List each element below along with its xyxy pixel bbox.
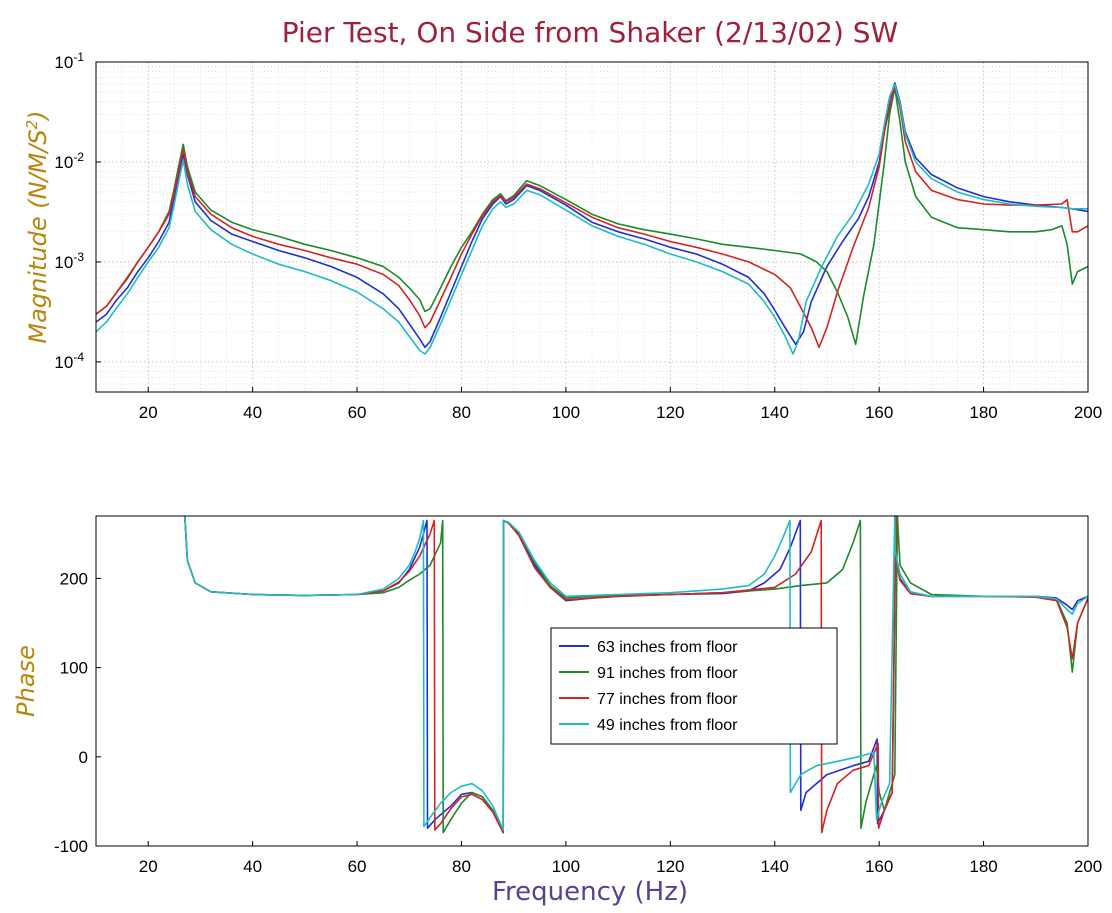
y-tick-label: 10-1: [54, 50, 84, 72]
y-tick-label: 200: [60, 569, 88, 588]
x-tick-label: 80: [452, 403, 471, 422]
x-tick-label: 100: [552, 857, 580, 876]
y-tick-label: 100: [60, 659, 88, 678]
magnitude-x-ticks: 20 40 60 80 100 120 140 160 180 200: [139, 387, 1102, 422]
series-line-2: [184, 515, 1089, 834]
figure-title: Pier Test, On Side from Shaker (2/13/02)…: [282, 16, 899, 49]
y-tick-label: 0: [79, 748, 88, 767]
x-tick-label: 60: [348, 403, 367, 422]
x-tick-label: 40: [243, 403, 262, 422]
x-tick-label: 180: [969, 857, 997, 876]
magnitude-grid: [95, 62, 1089, 393]
series-line-3: [184, 515, 1089, 834]
legend: 63 inches from floor 91 inches from floor…: [550, 627, 838, 745]
x-tick-label: 120: [656, 403, 684, 422]
x-tick-label: 120: [656, 857, 684, 876]
magnitude-axes-frame: [95, 61, 1089, 393]
magnitude-panel: 20 40 60 80 100 120 140 160 180 200 10-410-310-21…: [23, 50, 1102, 422]
magnitude-y-ticks: 10-4 10-3 10-2 10-1: [54, 50, 101, 372]
legend-entry: 63 inches from floor: [597, 639, 738, 656]
series-line-3: [95, 84, 1089, 349]
x-tick-label: 200: [1074, 857, 1102, 876]
series-line-4: [184, 515, 1089, 831]
legend-entry: 49 inches from floor: [597, 717, 738, 734]
y-tick-label: 10-4: [54, 350, 84, 372]
legend-box: [550, 627, 838, 745]
phase-axes-frame: [95, 515, 1089, 847]
x-tick-label: 140: [761, 857, 789, 876]
x-tick-label: 180: [969, 403, 997, 422]
phase-series: [184, 515, 1089, 834]
x-tick-label: 20: [139, 403, 158, 422]
x-tick-label: 100: [552, 403, 580, 422]
y-tick-label: -100: [54, 837, 88, 856]
y-tick-label: 10-2: [54, 150, 84, 172]
legend-entry: 77 inches from floor: [597, 691, 738, 708]
x-tick-label: 80: [452, 857, 471, 876]
legend-entry: 91 inches from floor: [597, 665, 738, 682]
magnitude-y-axis-label: Magnitude (N/M/S2): [23, 110, 52, 343]
x-tick-label: 160: [865, 403, 893, 422]
magnitude-series: [95, 82, 1089, 355]
y-tick-label: 10-3: [54, 250, 84, 272]
x-tick-label: 200: [1074, 403, 1102, 422]
phase-x-axis-label: Frequency (Hz): [492, 877, 688, 907]
series-line-2: [95, 87, 1089, 346]
x-tick-label: 140: [761, 403, 789, 422]
phase-x-ticks: 20 40 60 80 100 120 140 160 180 200: [139, 841, 1102, 876]
x-tick-label: 20: [139, 857, 158, 876]
phase-y-axis-label: Phase: [12, 645, 40, 717]
x-tick-label: 160: [865, 857, 893, 876]
phase-panel: 20 40 60 80 100 120 140 160 180 200 -100 0 100 200 P…: [12, 515, 1102, 907]
x-tick-label: 40: [243, 857, 262, 876]
x-tick-label: 60: [348, 857, 367, 876]
series-line-4: [95, 83, 1088, 355]
phase-y-ticks: -100 0 100 200: [54, 569, 101, 856]
